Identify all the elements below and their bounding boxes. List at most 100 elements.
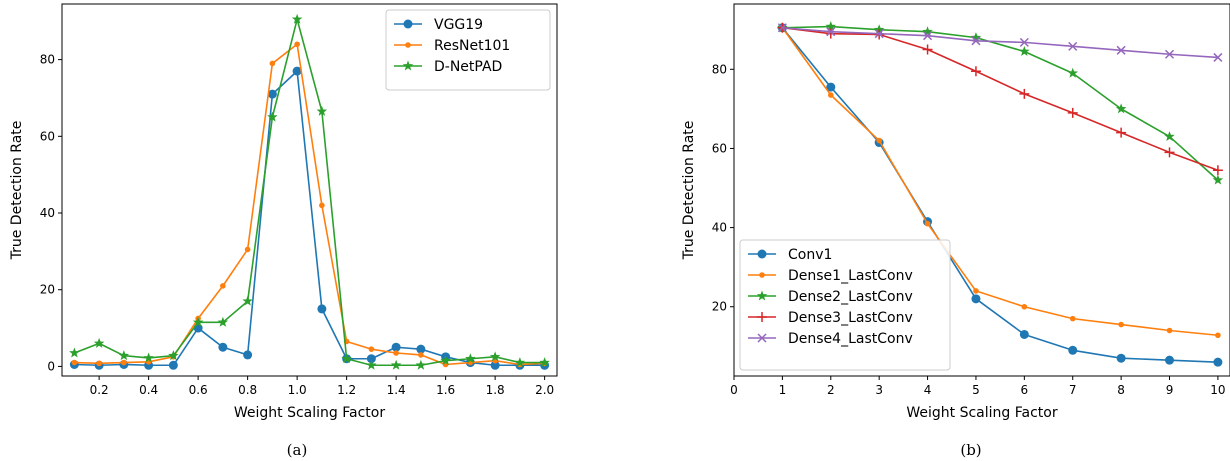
data-point: [93, 337, 105, 348]
y-tick-label: 60: [712, 141, 727, 155]
data-point: [1115, 103, 1127, 114]
legend-swatch-marker: [759, 272, 765, 278]
legend-label: Dense3_LastConv: [788, 310, 913, 326]
caption-b: (b): [960, 441, 981, 459]
x-tick-label: 10: [1210, 383, 1225, 397]
data-point: [874, 29, 884, 39]
data-point: [825, 21, 837, 32]
data-point: [291, 13, 303, 24]
data-point: [1212, 165, 1223, 176]
data-point: [826, 27, 836, 37]
data-point: [827, 92, 834, 98]
legend-label: VGG19: [434, 17, 483, 33]
data-point: [416, 344, 426, 354]
x-axis-b: 0 1 2 3 4 5 6 7 8 9 10: [730, 376, 1226, 397]
data-point: [1068, 345, 1078, 355]
data-point: [489, 351, 501, 362]
data-point: [923, 31, 933, 41]
y-axis-label-a: True Detection Rate: [9, 121, 25, 261]
data-point: [1116, 353, 1126, 363]
legend-label: Conv1: [788, 247, 832, 263]
data-point: [418, 352, 424, 358]
y-tick-label: 80: [40, 53, 55, 67]
data-point: [777, 23, 787, 33]
legend-swatch-marker: [756, 290, 768, 301]
data-point: [1118, 321, 1124, 328]
x-tick-label: 1: [779, 383, 787, 397]
data-point: [294, 41, 300, 48]
x-axis-label-b: Weight Scaling Factor: [906, 405, 1057, 421]
data-point: [825, 28, 836, 39]
legend-label: Dense4_LastConv: [788, 331, 913, 347]
data-point: [970, 66, 981, 77]
y-axis-label-b: True Detection Rate: [681, 121, 697, 261]
data-point: [193, 323, 203, 333]
data-point: [393, 350, 399, 356]
data-point: [267, 89, 277, 99]
legend-swatch-marker: [757, 333, 767, 343]
y-tick-label: 40: [712, 221, 727, 235]
data-point: [1021, 303, 1028, 310]
x-tick-label: 0.6: [189, 383, 208, 397]
data-point: [922, 26, 933, 37]
data-point: [391, 342, 401, 352]
series-group-b: [777, 21, 1224, 367]
x-tick-label: 9: [1166, 383, 1174, 397]
data-point: [539, 357, 550, 368]
data-point: [826, 82, 836, 92]
data-point: [1164, 49, 1175, 59]
data-point: [71, 359, 78, 366]
data-point: [292, 66, 302, 76]
y-tick-label: 80: [712, 62, 727, 76]
series-line: [782, 25, 1219, 181]
legend-label: ResNet101: [434, 38, 510, 54]
data-point: [218, 342, 228, 352]
data-point: [168, 360, 178, 370]
x-axis-a: 0.2 0.4 0.6 0.8 1.0 1.2 1.4 1.6 1.8 2.0: [90, 376, 554, 397]
data-point: [970, 32, 982, 43]
x-tick-label: 4: [924, 383, 932, 397]
chart-panel-b: 0 1 2 3 4 5 6 7 8 9 10 20 40 60 80 Conv1 Dense1_LastCo…: [681, 3, 1230, 459]
data-point: [316, 105, 328, 116]
data-point: [465, 353, 476, 364]
x-tick-label: 1.6: [436, 383, 455, 397]
series-line: [74, 18, 545, 367]
legend-b: Conv1 Dense1_LastConv Dense2_LastConv Dense…: [739, 239, 951, 371]
y-tick-label: 20: [40, 283, 55, 297]
data-point: [1067, 67, 1078, 78]
data-point: [1067, 107, 1078, 118]
y-tick-label: 40: [40, 206, 55, 220]
data-point: [1069, 315, 1076, 322]
legend-swatch-marker: [757, 249, 767, 259]
y-axis-a: 0 20 40 60 80: [40, 53, 62, 373]
data-point: [269, 60, 276, 67]
data-point: [876, 137, 882, 144]
data-point: [415, 359, 427, 370]
data-point: [1164, 131, 1175, 142]
data-point: [319, 202, 325, 209]
legend-swatch-marker: [757, 312, 767, 322]
data-point: [1068, 41, 1078, 51]
x-tick-label: 7: [1069, 383, 1077, 397]
x-tick-label: 2.0: [535, 383, 554, 397]
series-dense4-lastconv: [777, 23, 1223, 62]
data-point: [440, 355, 451, 366]
series-group-a: [69, 13, 550, 370]
x-tick-label: 0.2: [90, 383, 109, 397]
data-point: [243, 350, 253, 360]
legend-label: Dense1_LastConv: [788, 268, 913, 284]
data-point: [341, 353, 352, 364]
data-point: [267, 111, 278, 122]
data-point: [1213, 357, 1223, 367]
x-tick-label: 0.8: [238, 383, 257, 397]
legend-swatch-marker: [403, 19, 413, 29]
x-tick-label: 8: [1117, 383, 1125, 397]
data-point: [971, 36, 981, 46]
data-point: [317, 304, 327, 314]
x-tick-label: 0: [730, 383, 738, 397]
data-point: [69, 347, 80, 358]
series-line: [74, 43, 545, 366]
series-line: [782, 26, 1218, 59]
data-point: [118, 350, 130, 361]
